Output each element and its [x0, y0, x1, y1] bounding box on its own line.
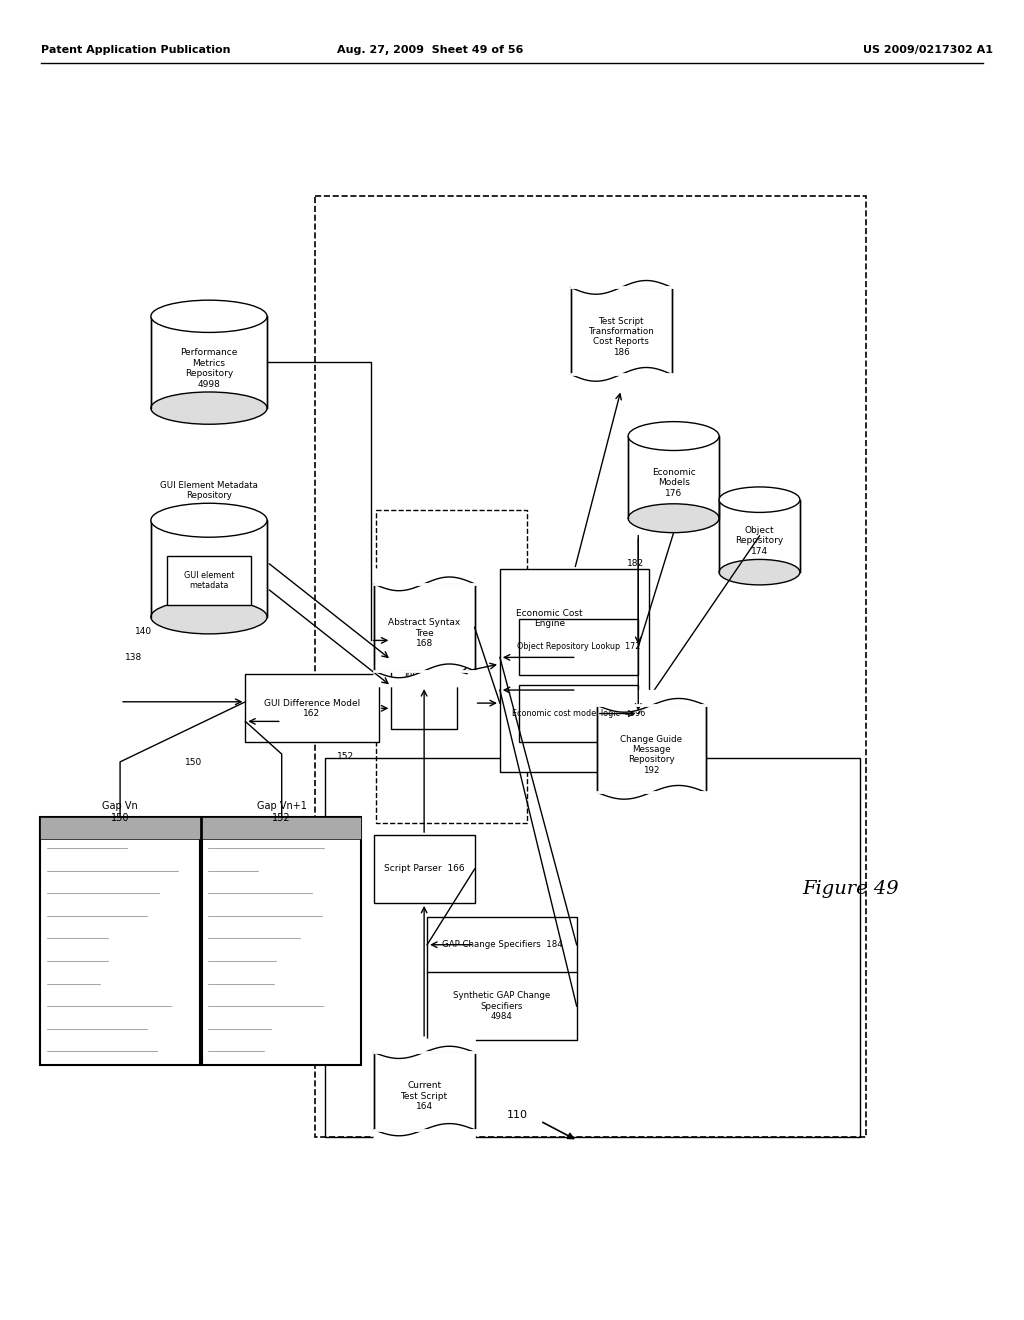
FancyBboxPatch shape [427, 916, 577, 973]
Ellipse shape [151, 503, 267, 537]
Text: 182: 182 [627, 558, 644, 568]
Text: Script Parser  166: Script Parser 166 [384, 865, 465, 874]
FancyBboxPatch shape [40, 817, 200, 840]
Text: Economic cost model logic  4996: Economic cost model logic 4996 [512, 709, 645, 718]
FancyBboxPatch shape [519, 685, 638, 742]
Text: Aug. 27, 2009  Sheet 49 of 56: Aug. 27, 2009 Sheet 49 of 56 [337, 45, 523, 55]
Text: 110: 110 [507, 1110, 527, 1119]
FancyBboxPatch shape [570, 288, 672, 375]
Text: Current
Test Script
164: Current Test Script 164 [400, 1081, 447, 1111]
Text: Gap Vn+1
152: Gap Vn+1 152 [257, 801, 306, 822]
FancyBboxPatch shape [246, 675, 379, 742]
FancyBboxPatch shape [628, 436, 719, 519]
Text: GUI element
metadata: GUI element metadata [183, 570, 234, 590]
FancyBboxPatch shape [374, 1052, 475, 1130]
Ellipse shape [151, 599, 267, 634]
Text: Abstract Syntax
Tree
168: Abstract Syntax Tree 168 [388, 618, 460, 648]
FancyBboxPatch shape [374, 583, 475, 671]
Text: Gap Vn
150: Gap Vn 150 [102, 801, 138, 822]
Text: 140: 140 [135, 627, 152, 636]
FancyBboxPatch shape [597, 705, 706, 792]
Ellipse shape [719, 560, 800, 585]
FancyBboxPatch shape [40, 817, 200, 1065]
FancyBboxPatch shape [374, 836, 475, 903]
Text: Economic Cost
Engine: Economic Cost Engine [516, 609, 583, 628]
FancyBboxPatch shape [167, 556, 251, 605]
FancyBboxPatch shape [202, 817, 361, 1065]
FancyBboxPatch shape [151, 520, 267, 616]
Text: Object Repository Lookup  172: Object Repository Lookup 172 [517, 643, 640, 652]
Text: Synthetic GAP Change
Specifiers
4984: Synthetic GAP Change Specifiers 4984 [454, 991, 551, 1020]
FancyBboxPatch shape [427, 972, 577, 1040]
FancyBboxPatch shape [151, 317, 267, 408]
Text: Figure 49: Figure 49 [802, 879, 899, 898]
Ellipse shape [151, 392, 267, 424]
FancyBboxPatch shape [719, 500, 800, 572]
FancyBboxPatch shape [202, 817, 361, 840]
Text: Performance
Metrics
Repository
4998: Performance Metrics Repository 4998 [180, 348, 238, 388]
Ellipse shape [719, 487, 800, 512]
Text: 138: 138 [125, 653, 142, 661]
Text: US 2009/0217302 A1: US 2009/0217302 A1 [863, 45, 993, 55]
Ellipse shape [628, 421, 719, 450]
Text: Economic
Models
176: Economic Models 176 [651, 467, 695, 498]
FancyBboxPatch shape [500, 569, 649, 772]
Text: 150: 150 [185, 758, 203, 767]
Text: Interface
190: Interface 190 [403, 669, 444, 689]
Text: GUI Difference Model
162: GUI Difference Model 162 [264, 698, 360, 718]
Text: Test Script
Transformation
Cost Reports
186: Test Script Transformation Cost Reports … [588, 317, 654, 356]
Ellipse shape [151, 300, 267, 333]
Text: GUI Element Metadata
Repository: GUI Element Metadata Repository [160, 480, 258, 500]
Text: Change Guide
Message
Repository
192: Change Guide Message Repository 192 [621, 735, 682, 775]
FancyBboxPatch shape [519, 619, 638, 675]
Text: Object
Repository
174: Object Repository 174 [735, 525, 783, 556]
Ellipse shape [628, 504, 719, 533]
Text: GAP Change Specifiers  184: GAP Change Specifiers 184 [441, 940, 562, 949]
FancyBboxPatch shape [391, 631, 457, 729]
Text: 152: 152 [337, 751, 354, 760]
Text: Patent Application Publication: Patent Application Publication [41, 45, 230, 55]
